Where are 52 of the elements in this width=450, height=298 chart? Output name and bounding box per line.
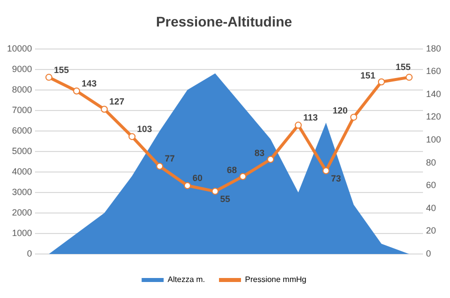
- data-label: 155: [396, 62, 411, 72]
- data-label: 73: [330, 173, 342, 184]
- y2-tick-label: 120: [426, 112, 442, 122]
- point: [322, 167, 330, 174]
- point: [378, 78, 385, 86]
- data-label: 151: [360, 70, 376, 80]
- y-tick-label: 9000: [12, 64, 32, 74]
- y2-tick-label: 80: [426, 157, 436, 168]
- y-tick-label: 5000: [12, 146, 32, 156]
- point: [100, 106, 108, 113]
- y-tick-label: 4000: [12, 166, 32, 176]
- data-label: 113: [303, 112, 318, 123]
- y-tick-label: 0: [27, 248, 32, 258]
- y-tick-label: 3000: [12, 186, 32, 197]
- point: [350, 114, 358, 121]
- point: [184, 182, 191, 190]
- point: [45, 74, 52, 81]
- data-label: 68: [226, 164, 237, 175]
- y-tick-label: 1000: [12, 228, 32, 238]
- y2-tick-label: 20: [426, 226, 436, 236]
- point: [156, 162, 164, 170]
- data-label: 103: [137, 124, 152, 134]
- y2-tick-label: 140: [426, 88, 442, 99]
- data-label: 127: [109, 96, 124, 107]
- data-label: 83: [254, 148, 265, 158]
- point: [267, 156, 274, 163]
- y2-tick-label: 0: [426, 248, 431, 258]
- y2-tick-label: 100: [426, 134, 442, 144]
- point: [239, 172, 246, 180]
- point: [212, 188, 219, 195]
- point: [406, 74, 413, 81]
- point: [128, 133, 136, 140]
- data-label: 155: [54, 64, 69, 75]
- point: [73, 87, 80, 94]
- y2-tick-label: 160: [426, 66, 442, 76]
- legend-label: Pressione mmHg: [244, 275, 306, 284]
- y2-tick-label: 180: [426, 43, 442, 54]
- data-label: 143: [82, 78, 97, 88]
- legend-label: Altezza m.: [168, 275, 205, 284]
- data-label: 60: [192, 173, 202, 184]
- y2-tick-label: 60: [426, 180, 436, 190]
- chart-title: Pressione-Altitudine: [156, 13, 292, 30]
- y-tick-label: 7000: [12, 104, 32, 115]
- data-label: 77: [164, 154, 175, 164]
- y-tick-label: 6000: [12, 125, 32, 136]
- y-tick-label: 2000: [12, 207, 32, 218]
- point: [294, 122, 302, 129]
- data-label: 120: [332, 106, 348, 116]
- y-tick-label: 8000: [12, 84, 32, 94]
- data-label: 55: [220, 194, 230, 204]
- y2-tick-label: 40: [426, 202, 436, 213]
- y-tick-label: 10000: [6, 43, 32, 54]
